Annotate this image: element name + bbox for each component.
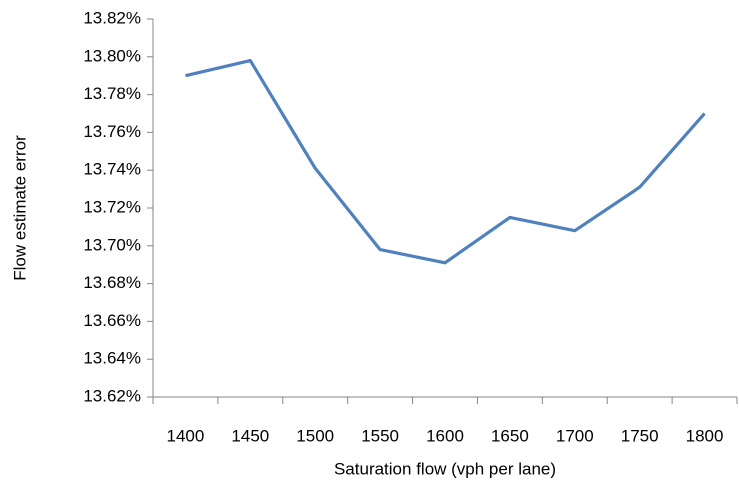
y-tick-label: 13.68% [83, 273, 141, 292]
x-tick-label: 1700 [556, 426, 594, 445]
y-tick-label: 13.82% [83, 8, 141, 27]
x-tick-label: 1600 [426, 426, 464, 445]
y-tick-label: 13.66% [83, 311, 141, 330]
y-tick-label: 13.64% [83, 349, 141, 368]
x-tick-label: 1550 [361, 426, 399, 445]
y-tick-label: 13.72% [83, 197, 141, 216]
y-axis-title: Flow estimate error [10, 135, 29, 281]
y-tick-label: 13.80% [83, 46, 141, 65]
y-tick-label: 13.78% [83, 84, 141, 103]
x-tick-label: 1400 [167, 426, 205, 445]
series-line [185, 58, 706, 265]
x-tick-label: 1500 [296, 426, 334, 445]
x-axis-title: Saturation flow (vph per lane) [334, 459, 556, 478]
y-tick-label: 13.62% [83, 386, 141, 405]
x-tick-label: 1650 [491, 426, 529, 445]
y-tick-label: 13.76% [83, 122, 141, 141]
x-tick-label: 1750 [621, 426, 659, 445]
y-tick-label: 13.74% [83, 160, 141, 179]
y-tick-label: 13.70% [83, 235, 141, 254]
x-tick-label: 1800 [686, 426, 724, 445]
x-tick-label: 1450 [231, 426, 269, 445]
